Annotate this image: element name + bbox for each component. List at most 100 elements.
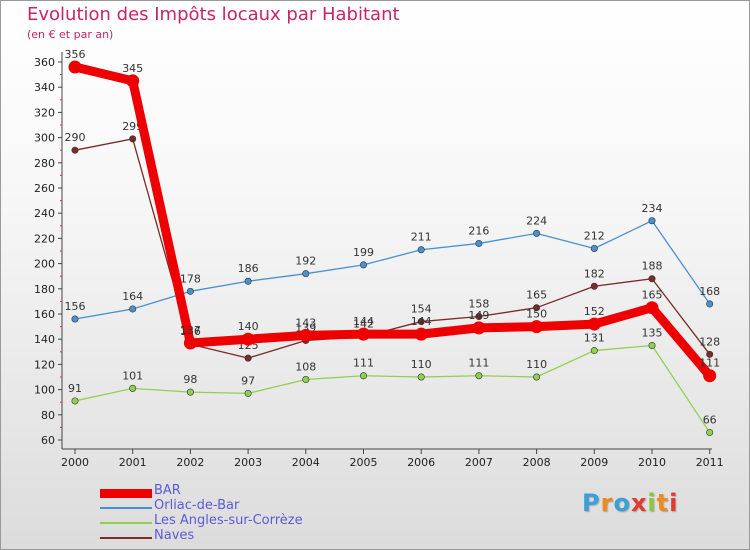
data-point — [590, 244, 598, 252]
data-point — [129, 135, 137, 143]
y-tick-label: 100 — [34, 384, 55, 397]
x-tick-label: 2010 — [638, 456, 666, 469]
data-point — [71, 146, 79, 154]
data-point — [129, 305, 137, 313]
data-label: 356 — [65, 48, 86, 61]
data-point — [648, 217, 656, 225]
data-point — [299, 328, 313, 342]
y-tick-label: 240 — [34, 207, 55, 220]
x-tick-label: 2001 — [119, 456, 147, 469]
data-point — [244, 389, 252, 397]
data-point — [706, 300, 714, 308]
data-label: 137 — [180, 324, 201, 337]
data-point — [302, 270, 310, 278]
y-tick-label: 280 — [34, 157, 55, 170]
data-label: 143 — [295, 316, 316, 329]
data-point — [186, 287, 194, 295]
data-label: 110 — [526, 358, 547, 371]
data-label: 144 — [411, 315, 432, 328]
data-point — [126, 74, 140, 88]
y-tick-label: 300 — [34, 132, 55, 145]
data-label: 135 — [642, 327, 663, 340]
data-label: 165 — [526, 289, 547, 302]
data-point — [533, 229, 541, 237]
data-point — [475, 372, 483, 380]
data-point — [183, 336, 197, 350]
data-label: 199 — [353, 246, 374, 259]
data-label: 165 — [642, 289, 663, 302]
data-point — [357, 327, 370, 341]
data-point — [129, 384, 137, 392]
data-point — [703, 369, 717, 383]
data-label: 211 — [411, 231, 432, 244]
data-label: 216 — [468, 224, 489, 237]
data-point — [590, 282, 598, 290]
x-tick-label: 2006 — [407, 456, 435, 469]
data-label: 164 — [122, 290, 143, 303]
data-point — [302, 376, 310, 384]
data-label: 158 — [468, 298, 489, 311]
data-point — [648, 341, 656, 349]
data-point — [706, 428, 714, 436]
data-point — [533, 373, 541, 381]
legend-label: BAR — [154, 483, 181, 498]
y-tick-label: 360 — [34, 56, 55, 69]
data-label: 110 — [411, 358, 432, 371]
series-line — [74, 344, 711, 434]
legend-label: Les Angles-sur-Corrèze — [154, 513, 303, 528]
data-label: 182 — [584, 267, 605, 280]
data-label: 168 — [699, 285, 720, 298]
y-tick-label: 140 — [34, 333, 55, 346]
data-label: 234 — [642, 202, 663, 215]
data-point — [414, 327, 428, 341]
data-label: 154 — [411, 303, 432, 316]
data-label: 131 — [584, 332, 605, 345]
chart-subtitle: (en € et par an) — [27, 28, 114, 41]
x-tick-label: 2009 — [580, 456, 608, 469]
series-line — [70, 62, 715, 381]
data-point — [472, 321, 486, 335]
data-label: 156 — [65, 300, 86, 313]
data-label: 97 — [241, 374, 255, 387]
x-tick-label: 2003 — [234, 456, 262, 469]
legend-label: Orliac-de-Bar — [154, 498, 240, 513]
data-point — [359, 372, 367, 380]
y-tick-label: 260 — [34, 182, 55, 195]
y-tick-label: 200 — [34, 258, 55, 271]
data-label: 150 — [526, 308, 547, 321]
data-label: 111 — [468, 357, 489, 370]
data-point — [590, 347, 598, 355]
data-point — [244, 354, 252, 362]
data-label: 108 — [295, 361, 316, 374]
data-label: 111 — [699, 357, 720, 370]
chart-title: Evolution des Impôts locaux par Habitant — [27, 4, 400, 25]
data-point — [475, 239, 483, 247]
data-label: 140 — [238, 320, 259, 333]
y-tick-label: 320 — [34, 106, 55, 119]
y-tick-label: 120 — [34, 358, 55, 371]
data-label: 98 — [183, 373, 197, 386]
x-tick-label: 2011 — [696, 456, 724, 469]
data-point — [706, 350, 714, 358]
data-label: 212 — [584, 229, 605, 242]
data-point — [530, 320, 544, 334]
data-point — [417, 246, 425, 254]
proxiti-logo: Proxiti — [582, 489, 679, 517]
data-point — [417, 373, 425, 381]
x-tick-label: 2005 — [350, 456, 378, 469]
data-label: 290 — [65, 131, 86, 144]
x-tick-label: 2008 — [523, 456, 551, 469]
data-label: 178 — [180, 272, 201, 285]
data-point — [359, 261, 367, 269]
data-point — [244, 277, 252, 285]
data-label: 66 — [703, 413, 717, 426]
data-point — [241, 332, 255, 346]
legend-swatch — [100, 488, 152, 498]
x-tick-label: 2007 — [465, 456, 493, 469]
legend-swatch — [100, 537, 152, 539]
x-tick-label: 2004 — [292, 456, 320, 469]
x-tick-label: 2000 — [61, 456, 89, 469]
data-point — [71, 315, 79, 323]
